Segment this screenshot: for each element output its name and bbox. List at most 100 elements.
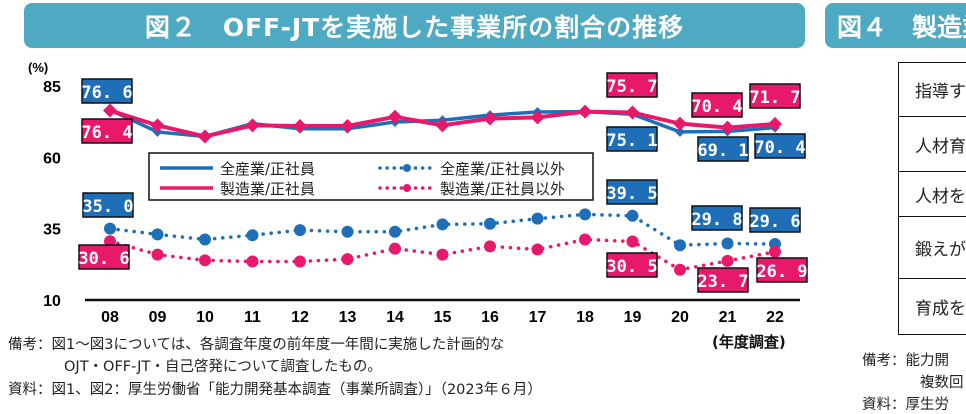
data-point-circle xyxy=(531,212,544,225)
data-point-circle xyxy=(294,255,306,268)
data-label-box xyxy=(82,192,134,218)
data-label-box xyxy=(81,78,133,104)
data-point-circle xyxy=(151,248,164,261)
data-point-diamond xyxy=(530,110,545,125)
data-point-circle xyxy=(769,245,781,258)
data-label-box xyxy=(697,267,749,293)
data-point-diamond xyxy=(483,111,497,126)
data-point-diamond xyxy=(340,118,355,133)
data-point-circle xyxy=(104,235,116,248)
data-label-box xyxy=(606,72,658,98)
data-point-diamond xyxy=(673,116,687,131)
data-point-circle xyxy=(294,224,306,237)
data-point-circle xyxy=(199,254,211,267)
x-tick-label: 09 xyxy=(149,309,167,326)
data-point-diamond xyxy=(625,105,640,120)
data-label-box xyxy=(78,244,130,270)
legend-label: 全産業/正社員 xyxy=(220,160,315,178)
data-label: 71. 7 xyxy=(749,88,800,108)
data-point-circle xyxy=(389,225,401,238)
data-point-circle xyxy=(674,263,686,276)
data-label: 29. 8 xyxy=(691,210,742,230)
data-point-circle xyxy=(484,240,496,253)
right-note-3: 資料：厚生労 xyxy=(862,397,949,413)
data-label-box xyxy=(606,179,658,205)
data-label: 76. 4 xyxy=(81,123,132,143)
table-row: 人材育 xyxy=(899,117,966,172)
data-point-diamond xyxy=(198,129,212,144)
data-point-circle xyxy=(721,237,734,250)
data-point-diamond xyxy=(578,104,592,119)
data-label: 75. 7 xyxy=(606,77,657,97)
data-point-diamond xyxy=(293,118,307,133)
data-point-circle xyxy=(674,239,686,252)
legend-marker xyxy=(403,164,411,172)
data-point-circle xyxy=(721,254,734,267)
data-label-box xyxy=(606,126,658,152)
note-line-2: OJT・OFF-JT・自己啓発について調査したもの。 xyxy=(64,359,382,375)
data-point-circle xyxy=(579,233,591,246)
data-point-circle xyxy=(104,222,116,235)
data-label: 29. 6 xyxy=(749,212,800,232)
data-label: 30. 6 xyxy=(78,249,129,269)
x-tick-label: 13 xyxy=(339,309,357,326)
x-axis-label: (年度調査) xyxy=(712,333,786,351)
data-point-circle xyxy=(626,235,639,248)
data-point-diamond xyxy=(150,118,165,133)
data-label: 26. 9 xyxy=(756,262,807,282)
data-point-diamond xyxy=(388,109,402,124)
y-tick-label: 60 xyxy=(43,150,61,167)
table-row: 鍛えが xyxy=(899,217,966,279)
data-point-circle xyxy=(341,253,354,266)
right-chart-title: 図４ 製造業 xyxy=(825,3,966,48)
data-label-box xyxy=(691,205,743,231)
data-point-circle xyxy=(484,217,496,230)
data-point-circle xyxy=(626,209,639,222)
right-table: 指導す 人材育 人材を 鍛えが 育成を xyxy=(898,62,966,335)
data-point-diamond xyxy=(675,126,685,137)
x-tick-label: 11 xyxy=(244,309,261,326)
legend-label: 全産業/正社員以外 xyxy=(440,160,565,178)
x-tick-label: 19 xyxy=(624,309,642,326)
table-row: 指導す xyxy=(899,63,966,117)
table-row: 人材を xyxy=(899,172,966,217)
x-tick-label: 20 xyxy=(671,309,689,326)
data-label: 70. 4 xyxy=(754,138,805,158)
x-tick-label: 08 xyxy=(101,309,119,326)
data-label-box xyxy=(691,92,743,118)
y-tick-label: 10 xyxy=(43,293,61,310)
data-label: 23. 7 xyxy=(697,272,748,292)
data-point-circle xyxy=(579,208,591,221)
y-axis-unit: (%) xyxy=(28,60,48,75)
data-point-circle xyxy=(246,255,259,268)
chart-title: 図２ OFF-JTを実施した事業所の割合の推移 xyxy=(24,3,805,48)
data-point-diamond xyxy=(768,116,782,131)
data-label: 70. 4 xyxy=(691,97,742,117)
x-tick-label: 16 xyxy=(481,309,499,326)
x-tick-label: 14 xyxy=(386,309,404,326)
x-tick-label: 15 xyxy=(434,309,452,326)
line-chart: (%) 85 60 35 10 08 09 10 11 12 13 14 15 16 17 18 19 20 21 2… xyxy=(28,60,808,326)
legend-box xyxy=(148,152,594,201)
data-label-box xyxy=(749,207,801,233)
note-line-1: 備考：図1～図3については、各調査年度の前年度一年間に実施した計画的な xyxy=(8,337,505,353)
legend-label: 製造業/正社員以外 xyxy=(440,180,565,198)
data-label: 75. 1 xyxy=(606,131,657,151)
table-row: 育成を xyxy=(915,299,966,319)
data-label: 76. 6 xyxy=(81,83,132,103)
data-point-circle xyxy=(436,248,449,261)
data-label: 39. 5 xyxy=(606,184,657,204)
x-tick-label: 21 xyxy=(719,309,737,326)
data-point-circle xyxy=(436,218,449,231)
x-tick-label: 22 xyxy=(766,309,784,326)
right-note-1: 備考：能力開 xyxy=(862,353,949,369)
data-label-box xyxy=(606,252,658,278)
y-tick-label: 85 xyxy=(43,79,61,96)
legend-marker xyxy=(403,184,411,192)
data-point-diamond xyxy=(103,103,117,118)
series-line-4 xyxy=(108,237,777,272)
x-tick-label: 18 xyxy=(576,309,594,326)
data-point-circle xyxy=(531,243,544,256)
data-point-circle xyxy=(389,242,401,255)
x-tick-label: 17 xyxy=(529,309,547,326)
